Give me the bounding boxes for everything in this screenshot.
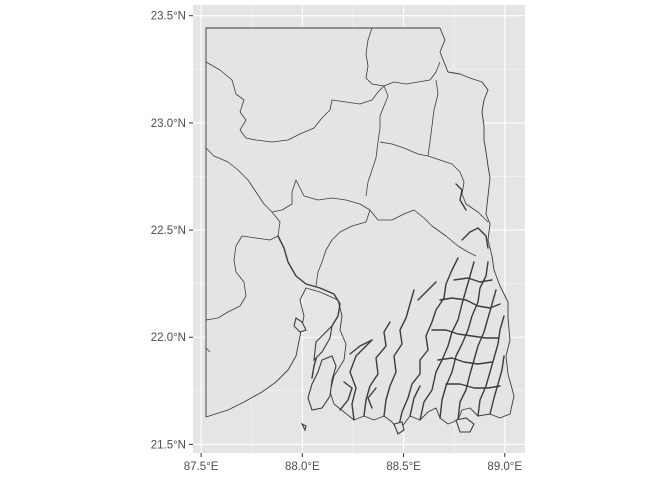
district-boundary xyxy=(205,61,389,197)
district-boundary xyxy=(205,211,281,321)
x-tick-label: 87.5°E xyxy=(184,461,219,473)
district-boundary xyxy=(205,347,211,353)
y-axis: 23.5°N 23.0°N 22.5°N 22.0°N 21.5°N xyxy=(151,11,193,451)
district-boundary xyxy=(427,155,489,223)
x-axis: 87.5°E 88.0°E 88.5°E 89.0°E xyxy=(184,453,522,473)
district-boundary xyxy=(365,27,441,87)
small-island xyxy=(293,317,307,333)
y-tick-label: 21.5°N xyxy=(151,439,186,451)
y-tick-label: 22.5°N xyxy=(151,225,186,237)
estuary-island xyxy=(313,324,333,362)
y-tick-label: 23.5°N xyxy=(151,11,186,23)
district-boundary xyxy=(315,209,371,287)
landmass xyxy=(205,27,515,431)
y-tick-label: 22.0°N xyxy=(151,332,186,344)
sagar-island xyxy=(307,355,337,411)
x-tick-label: 89.0°E xyxy=(487,461,522,473)
south-island xyxy=(300,422,307,432)
district-boundary xyxy=(379,79,439,157)
district-boundary xyxy=(205,147,477,257)
region-map xyxy=(205,27,515,435)
south-island xyxy=(393,421,405,435)
x-tick-label: 88.0°E xyxy=(285,461,320,473)
y-tick-label: 23.0°N xyxy=(151,118,186,130)
south-island xyxy=(455,417,475,433)
sundarbans-channels xyxy=(339,183,505,431)
x-tick-label: 88.5°E xyxy=(386,461,421,473)
